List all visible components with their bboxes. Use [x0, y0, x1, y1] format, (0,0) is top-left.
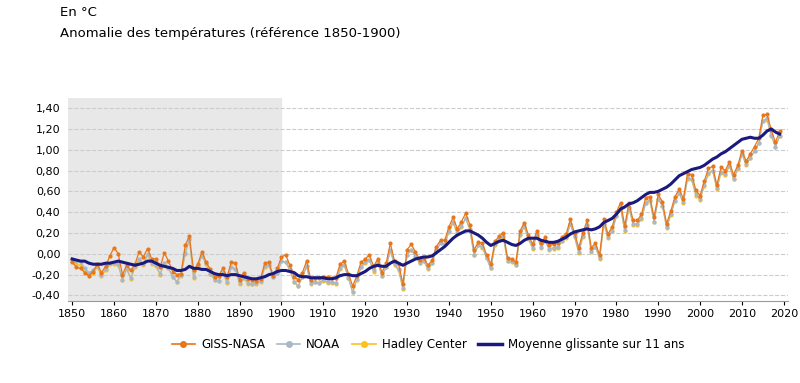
Legend: GISS-NASA, NOAA, Hadley Center, Moyenne glissante sur 11 ans: GISS-NASA, NOAA, Hadley Center, Moyenne …: [166, 333, 690, 356]
Text: Anomalie des températures (référence 1850-1900): Anomalie des températures (référence 185…: [60, 27, 401, 40]
Bar: [68, 98, 282, 301]
Text: En °C: En °C: [60, 6, 97, 19]
